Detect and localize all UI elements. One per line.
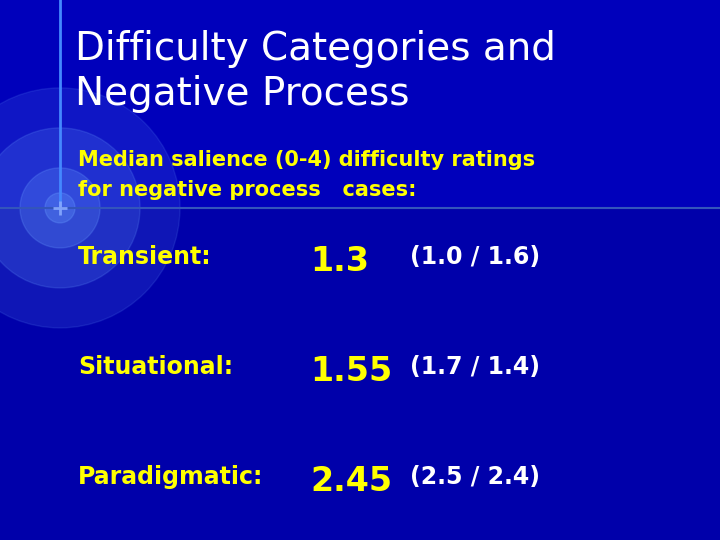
Bar [0,0,720,208]
Text: Paradigmatic:: Paradigmatic: [78,465,264,489]
Text: Transient:: Transient: [78,245,212,269]
Text: 1.3: 1.3 [310,245,369,278]
Text: Negative Process: Negative Process [75,75,410,113]
Circle shape [0,128,140,288]
Circle shape [20,168,100,248]
Text: Median salience (0-4) difficulty ratings: Median salience (0-4) difficulty ratings [78,150,535,170]
Text: for negative process   cases:: for negative process cases: [78,180,416,200]
Text: (2.5 / 2.4): (2.5 / 2.4) [410,465,540,489]
Text: Situational:: Situational: [78,355,233,379]
Text: (1.0 / 1.6): (1.0 / 1.6) [410,245,540,269]
Bar [0,208,720,540]
Text: 2.45: 2.45 [310,465,392,498]
Text: (1.7 / 1.4): (1.7 / 1.4) [410,355,540,379]
Circle shape [45,193,75,223]
Circle shape [0,88,180,328]
Text: Difficulty Categories and: Difficulty Categories and [75,30,556,68]
Text: 1.55: 1.55 [310,355,392,388]
